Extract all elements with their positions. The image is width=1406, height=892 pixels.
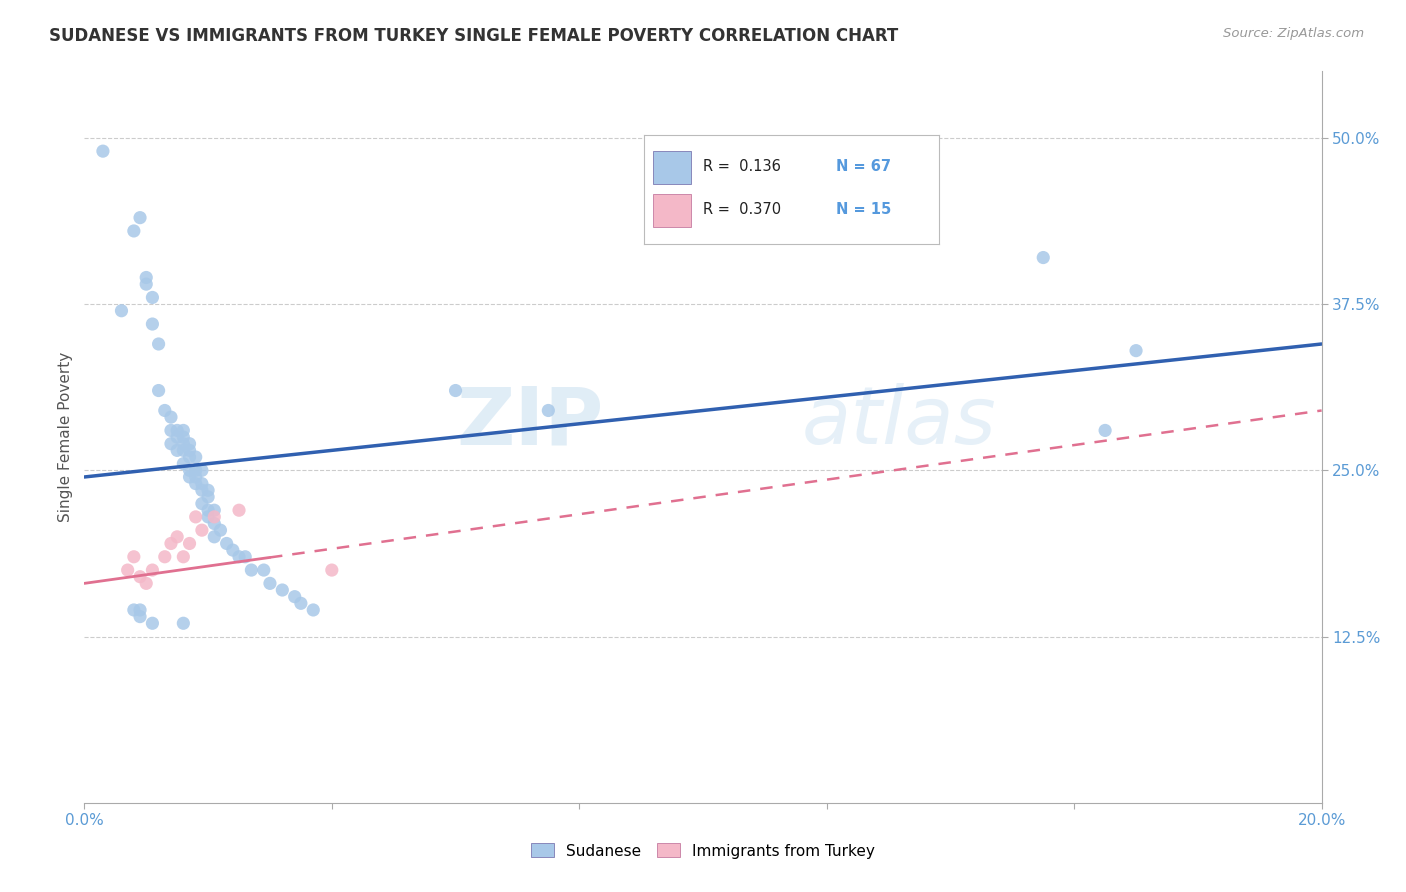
Point <box>184 509 207 524</box>
Point <box>228 503 250 517</box>
Point <box>148 337 170 351</box>
Point <box>172 616 194 631</box>
Point <box>444 384 467 398</box>
Point <box>166 430 188 444</box>
Point <box>202 516 225 531</box>
Point <box>202 503 225 517</box>
Point <box>284 590 307 604</box>
Point <box>160 424 183 438</box>
Point <box>179 436 201 450</box>
Point <box>91 144 114 158</box>
Point <box>179 463 201 477</box>
Point <box>141 616 163 631</box>
Point <box>184 450 207 464</box>
Point <box>153 403 176 417</box>
Point <box>191 483 214 498</box>
Bar <box>654 194 692 227</box>
Point <box>321 563 343 577</box>
Text: atlas: atlas <box>801 384 997 461</box>
Point <box>179 470 201 484</box>
Point <box>122 224 145 238</box>
Point <box>184 463 207 477</box>
Point <box>184 470 207 484</box>
Point <box>110 303 132 318</box>
Point <box>179 450 201 464</box>
Point <box>815 211 838 225</box>
Point <box>129 570 152 584</box>
Point <box>141 290 163 304</box>
Point <box>209 523 232 537</box>
Point <box>141 563 163 577</box>
Point <box>202 530 225 544</box>
Point <box>166 530 188 544</box>
Point <box>122 549 145 564</box>
Point <box>153 549 176 564</box>
Point <box>135 576 157 591</box>
Point <box>1032 251 1054 265</box>
Point <box>228 549 250 564</box>
Point <box>172 549 194 564</box>
Text: Source: ZipAtlas.com: Source: ZipAtlas.com <box>1223 27 1364 40</box>
Y-axis label: Single Female Poverty: Single Female Poverty <box>58 352 73 522</box>
Text: ZIP: ZIP <box>457 384 605 461</box>
Point <box>537 403 560 417</box>
Point <box>197 490 219 504</box>
Point <box>172 430 194 444</box>
Point <box>1125 343 1147 358</box>
Point <box>259 576 281 591</box>
Text: N = 15: N = 15 <box>835 202 891 217</box>
Point <box>172 436 194 450</box>
Point <box>302 603 325 617</box>
Text: SUDANESE VS IMMIGRANTS FROM TURKEY SINGLE FEMALE POVERTY CORRELATION CHART: SUDANESE VS IMMIGRANTS FROM TURKEY SINGL… <box>49 27 898 45</box>
Point <box>160 410 183 425</box>
Point <box>129 609 152 624</box>
Point <box>129 211 152 225</box>
Point <box>160 536 183 550</box>
Text: N = 67: N = 67 <box>835 160 890 175</box>
Point <box>253 563 276 577</box>
Point <box>197 503 219 517</box>
Point <box>191 476 214 491</box>
Point <box>179 536 201 550</box>
Point <box>191 463 214 477</box>
Point <box>191 523 214 537</box>
Point <box>166 443 188 458</box>
Point <box>129 603 152 617</box>
Point <box>191 497 214 511</box>
Point <box>160 436 183 450</box>
Point <box>271 582 294 597</box>
Legend: Sudanese, Immigrants from Turkey: Sudanese, Immigrants from Turkey <box>524 838 882 864</box>
Point <box>197 483 219 498</box>
Point <box>172 424 194 438</box>
Text: R =  0.136: R = 0.136 <box>703 160 780 175</box>
Point <box>197 509 219 524</box>
Point <box>166 424 188 438</box>
Point <box>172 457 194 471</box>
Bar <box>654 151 692 184</box>
Point <box>179 443 201 458</box>
Point <box>135 270 157 285</box>
Point <box>215 536 238 550</box>
Point <box>141 317 163 331</box>
Point <box>122 603 145 617</box>
Point <box>290 596 312 610</box>
Point <box>202 509 225 524</box>
Point <box>1094 424 1116 438</box>
Point <box>172 443 194 458</box>
Point <box>148 384 170 398</box>
Point <box>692 217 714 231</box>
Point <box>233 549 256 564</box>
Point <box>222 543 245 558</box>
Point <box>240 563 263 577</box>
Point <box>184 476 207 491</box>
Point <box>135 277 157 292</box>
Text: R =  0.370: R = 0.370 <box>703 202 782 217</box>
Point <box>117 563 139 577</box>
